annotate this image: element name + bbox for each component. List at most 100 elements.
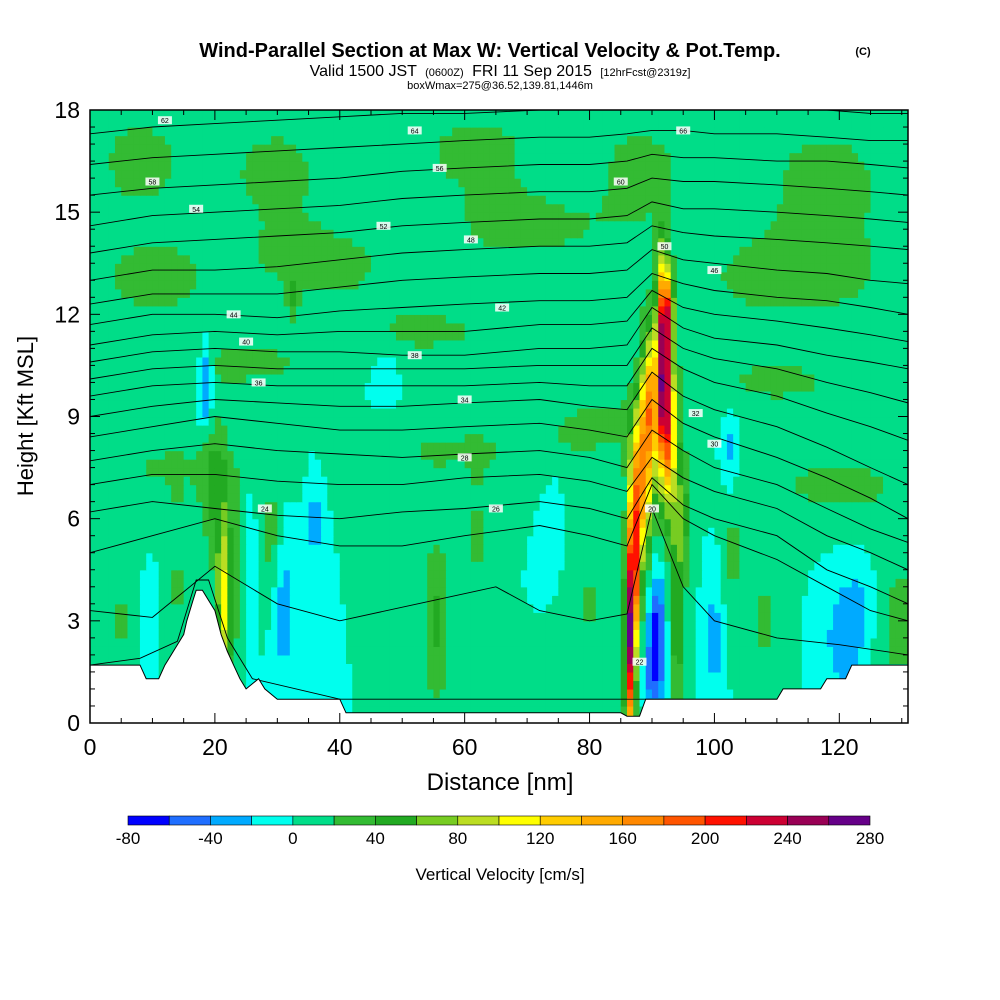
field-cell — [789, 493, 797, 503]
field-cell — [751, 637, 759, 647]
field-cell — [764, 646, 772, 656]
field-cell — [627, 586, 634, 596]
field-cell — [433, 612, 441, 622]
field-cell — [633, 671, 641, 682]
field-cell — [608, 671, 616, 682]
field-cell — [427, 544, 435, 554]
field-cell — [433, 620, 441, 630]
field-cell — [539, 450, 547, 460]
field-cell — [670, 586, 678, 596]
field-cell — [327, 518, 335, 528]
field-cell — [271, 603, 278, 613]
field-cell — [726, 544, 734, 554]
field-cell — [283, 450, 291, 460]
field-cell — [477, 442, 484, 452]
field-cell — [695, 442, 703, 452]
field-cell — [164, 612, 172, 622]
field-cell — [133, 450, 141, 460]
field-cell — [420, 595, 428, 605]
field-cell — [520, 476, 528, 486]
field-cell — [208, 442, 216, 452]
field-cell — [489, 459, 497, 469]
field-cell — [214, 518, 222, 528]
field-cell — [733, 663, 740, 673]
field-cell — [464, 510, 472, 520]
field-cell — [808, 535, 815, 545]
field-cell — [814, 620, 822, 630]
field-cell — [627, 578, 634, 588]
field-cell — [152, 390, 160, 401]
field-cell — [233, 501, 241, 511]
field-cell — [370, 527, 378, 537]
field-cell — [445, 484, 453, 494]
field-cell — [514, 595, 522, 605]
field-cell — [327, 399, 335, 409]
field-cell — [633, 561, 641, 571]
field-cell — [689, 476, 697, 486]
field-cell — [214, 603, 222, 613]
field-cell — [633, 688, 641, 699]
field-cell — [614, 442, 622, 452]
field-cell — [820, 586, 828, 596]
field-cell — [558, 476, 566, 486]
field-cell — [464, 476, 472, 486]
field-cell — [614, 518, 622, 528]
field-cell — [114, 612, 122, 622]
field-cell — [695, 510, 703, 520]
field-cell — [121, 535, 129, 545]
field-cell — [108, 399, 116, 409]
field-cell — [789, 433, 797, 443]
field-cell — [383, 544, 391, 554]
field-cell — [258, 654, 266, 664]
field-cell — [433, 680, 441, 690]
field-cell — [233, 620, 241, 630]
field-cell — [701, 416, 709, 426]
field-cell — [420, 569, 428, 579]
field-cell — [427, 697, 435, 707]
field-cell — [358, 407, 366, 418]
field-cell — [845, 654, 853, 664]
field-cell — [839, 535, 847, 545]
field-cell — [758, 663, 765, 673]
field-cell — [414, 527, 422, 537]
field-cell — [676, 425, 684, 435]
field-cell — [277, 552, 285, 562]
field-cell — [271, 467, 278, 477]
field-cell — [764, 680, 772, 690]
field-cell — [764, 688, 772, 699]
field-cell — [889, 416, 897, 426]
field-cell — [783, 544, 790, 554]
field-cell — [227, 501, 235, 511]
field-cell — [158, 476, 166, 486]
field-cell — [670, 671, 678, 682]
field-cell — [764, 442, 772, 452]
field-cell — [214, 527, 222, 537]
field-cell — [733, 688, 740, 699]
field-cell — [177, 603, 185, 613]
field-cell — [277, 535, 285, 545]
field-cell — [645, 552, 653, 562]
field-cell — [277, 467, 285, 477]
field-cell — [139, 578, 147, 588]
field-cell — [152, 484, 160, 494]
field-cell — [720, 646, 728, 656]
field-cell — [439, 705, 447, 716]
field-cell — [246, 552, 253, 562]
field-cell — [620, 476, 628, 486]
field-cell — [645, 450, 653, 460]
field-cell — [864, 493, 872, 503]
field-cell — [433, 552, 441, 562]
field-cell — [352, 399, 360, 409]
field-cell — [795, 569, 803, 579]
field-cell — [689, 544, 697, 554]
field-cell — [670, 535, 678, 545]
field-cell — [595, 654, 603, 664]
field-cell — [139, 552, 147, 562]
field-cell — [658, 535, 666, 545]
field-cell — [196, 416, 203, 426]
field-cell — [577, 663, 584, 673]
field-cell — [489, 552, 497, 562]
field-cell — [158, 433, 166, 443]
field-cell — [801, 459, 809, 469]
field-cell — [370, 705, 378, 716]
